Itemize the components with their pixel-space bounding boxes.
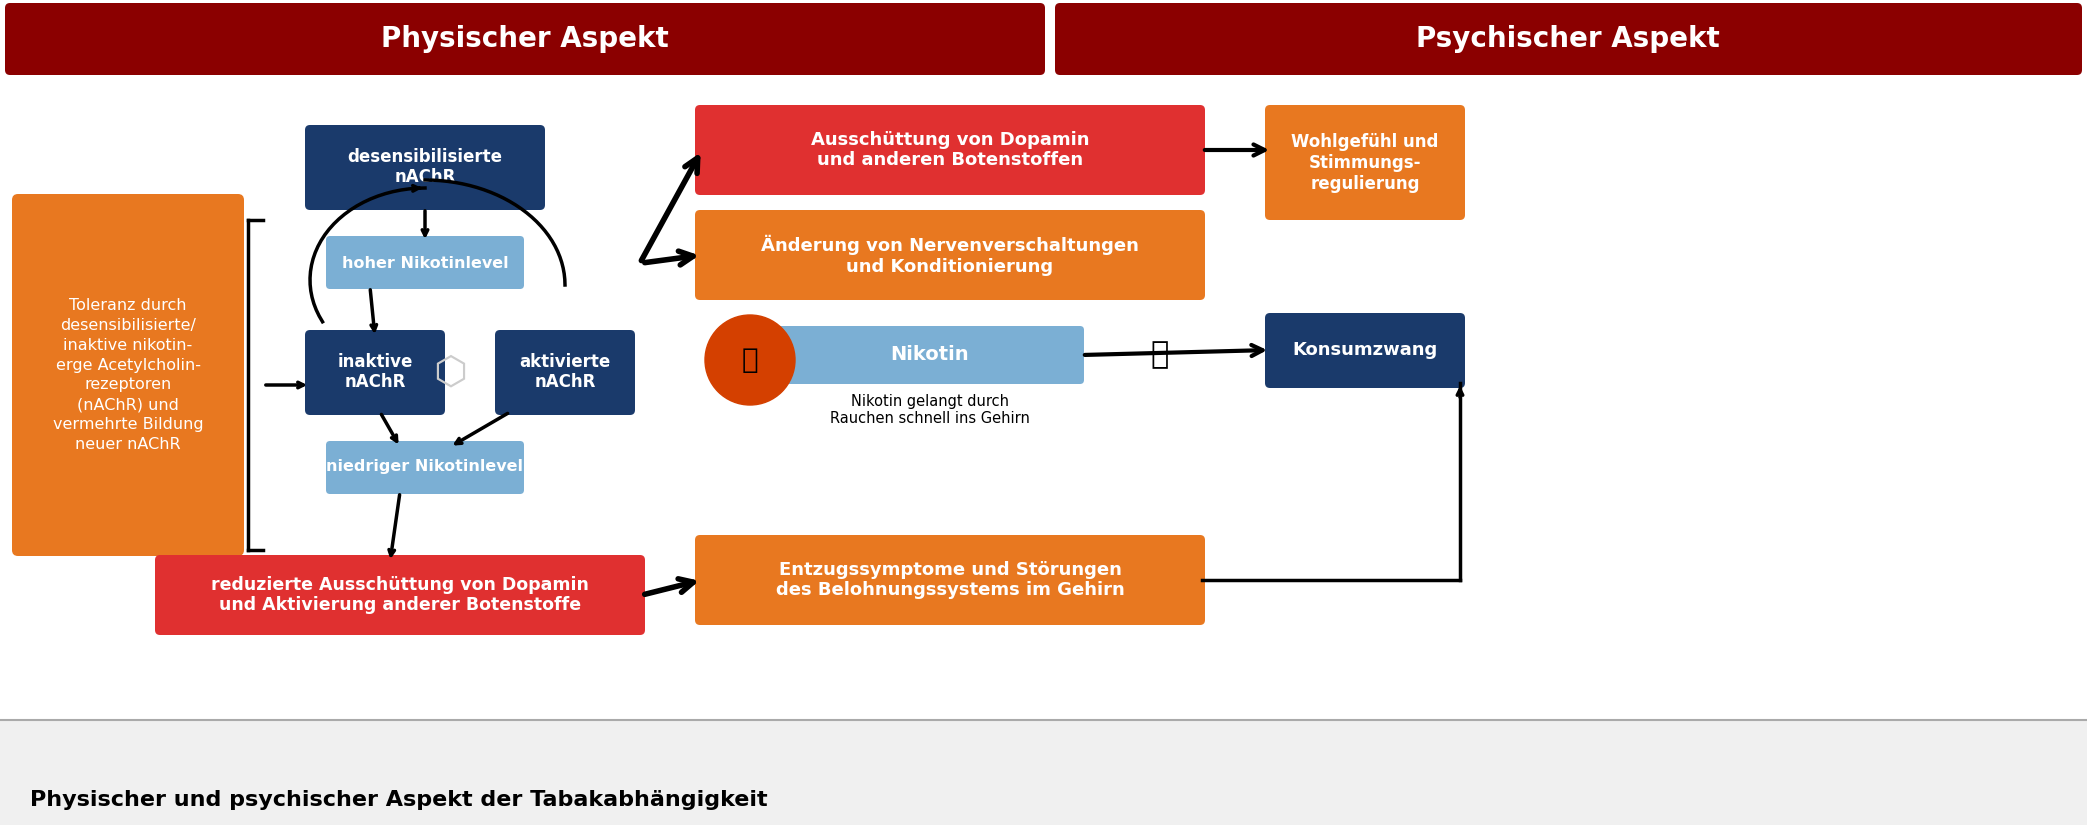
Text: reduzierte Ausschüttung von Dopamin
und Aktivierung anderer Botenstoffe: reduzierte Ausschüttung von Dopamin und … — [211, 576, 589, 615]
FancyBboxPatch shape — [326, 441, 524, 494]
Text: Änderung von Nervenverschaltungen
und Konditionierung: Änderung von Nervenverschaltungen und Ko… — [762, 234, 1140, 276]
Text: aktivierte
nAChR: aktivierte nAChR — [520, 352, 611, 391]
FancyBboxPatch shape — [0, 720, 2087, 825]
Text: Psychischer Aspekt: Psychischer Aspekt — [1417, 25, 1720, 53]
Text: ⬡: ⬡ — [432, 353, 467, 391]
Text: niedriger Nikotinlevel: niedriger Nikotinlevel — [326, 460, 524, 474]
Circle shape — [705, 315, 795, 405]
FancyBboxPatch shape — [305, 330, 445, 415]
FancyBboxPatch shape — [1265, 105, 1465, 220]
FancyBboxPatch shape — [776, 326, 1083, 384]
Text: Physischer Aspekt: Physischer Aspekt — [382, 25, 668, 53]
FancyBboxPatch shape — [154, 555, 645, 635]
FancyBboxPatch shape — [695, 105, 1204, 195]
Text: desensibilisierte
nAChR: desensibilisierte nAChR — [349, 148, 503, 186]
FancyBboxPatch shape — [1265, 313, 1465, 388]
Text: hoher Nikotinlevel: hoher Nikotinlevel — [342, 256, 509, 271]
Text: inaktive
nAChR: inaktive nAChR — [338, 352, 413, 391]
Text: Ausschüttung von Dopamin
und anderen Botenstoffen: Ausschüttung von Dopamin und anderen Bot… — [810, 130, 1089, 169]
Text: Nikotin: Nikotin — [891, 346, 968, 365]
Text: Konsumzwang: Konsumzwang — [1292, 341, 1438, 359]
Text: Physischer und psychischer Aspekt der Tabakabhängigkeit: Physischer und psychischer Aspekt der Ta… — [29, 790, 768, 810]
FancyBboxPatch shape — [695, 535, 1204, 625]
FancyBboxPatch shape — [4, 3, 1046, 75]
Text: Toleranz durch
desensibilisierte/
inaktive nikotin-
erge Acetylcholin-
rezeptore: Toleranz durch desensibilisierte/ inakti… — [52, 298, 202, 452]
FancyBboxPatch shape — [0, 0, 2087, 730]
Text: Nikotin gelangt durch
Rauchen schnell ins Gehirn: Nikotin gelangt durch Rauchen schnell in… — [831, 394, 1031, 427]
FancyBboxPatch shape — [695, 210, 1204, 300]
FancyBboxPatch shape — [305, 125, 545, 210]
Text: 🧠: 🧠 — [741, 346, 758, 374]
FancyBboxPatch shape — [1056, 3, 2083, 75]
FancyBboxPatch shape — [495, 330, 634, 415]
Text: Wohlgefühl und
Stimmungs-
regulierung: Wohlgefühl und Stimmungs- regulierung — [1292, 133, 1438, 193]
Text: Entzugssymptome und Störungen
des Belohnungssystems im Gehirn: Entzugssymptome und Störungen des Belohn… — [776, 561, 1125, 600]
Text: 🚬: 🚬 — [1150, 341, 1169, 370]
FancyBboxPatch shape — [326, 236, 524, 289]
FancyBboxPatch shape — [13, 194, 244, 556]
